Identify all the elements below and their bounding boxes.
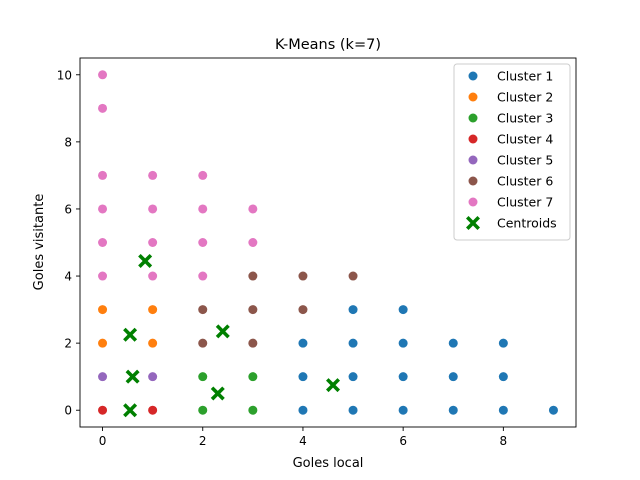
legend-box xyxy=(453,63,571,241)
cluster-5-point xyxy=(98,372,108,382)
legend-marker xyxy=(468,71,478,81)
cluster-2-point xyxy=(148,305,158,315)
cluster-1-point xyxy=(448,338,458,348)
cluster-6-point xyxy=(248,338,258,348)
y-tick-label: 0 xyxy=(64,404,72,418)
cluster-6-point xyxy=(198,305,208,315)
cluster-3-point xyxy=(198,372,208,382)
legend-marker xyxy=(468,92,478,102)
cluster-6-point xyxy=(348,271,358,281)
plot-frame xyxy=(79,57,577,428)
cluster-7-point xyxy=(198,271,208,281)
cluster-4-point xyxy=(98,405,108,415)
legend-label: Cluster 7 xyxy=(497,195,553,210)
cluster-7-point xyxy=(198,170,208,180)
chart-title: K-Means (k=7) xyxy=(275,37,381,53)
centroid-marker xyxy=(123,327,138,342)
legend-label: Cluster 3 xyxy=(497,111,553,126)
cluster-1-point xyxy=(348,372,358,382)
legend-marker xyxy=(468,197,478,207)
axes: 0 2 4 6 8 0 2 4 6 8 10 xyxy=(57,57,577,448)
cluster-1-point xyxy=(298,405,308,415)
cluster-6-point xyxy=(248,305,258,315)
legend-label: Cluster 6 xyxy=(497,174,553,189)
legend-label: Centroids xyxy=(497,216,557,231)
cluster-3-point xyxy=(198,405,208,415)
cluster-1-point xyxy=(398,405,408,415)
cluster-1-point xyxy=(398,338,408,348)
legend-label: Cluster 1 xyxy=(497,69,553,84)
cluster-7-point xyxy=(198,238,208,247)
cluster-1-point xyxy=(498,372,508,382)
y-tick-label: 6 xyxy=(64,202,72,216)
legend-marker xyxy=(468,134,478,144)
x-axis-label: Goles local xyxy=(293,456,364,471)
cluster-7-point xyxy=(98,238,108,247)
y-axis-label: Goles visitante xyxy=(32,194,47,291)
cluster-3-point xyxy=(248,372,258,382)
y-tick-label: 2 xyxy=(64,337,72,351)
x-tick-label: 6 xyxy=(399,434,407,448)
cluster-2-point xyxy=(148,338,158,348)
cluster-1-point xyxy=(448,405,458,415)
legend-label: Cluster 2 xyxy=(497,90,553,105)
cluster-1-point xyxy=(398,305,408,315)
legend-label: Cluster 5 xyxy=(497,153,553,168)
centroid-marker xyxy=(123,403,138,418)
y-tick-label: 8 xyxy=(64,135,72,149)
cluster-2-point xyxy=(98,305,108,315)
centroid-marker xyxy=(125,369,140,384)
cluster-6-point xyxy=(298,271,308,281)
cluster-7-point xyxy=(248,204,258,214)
legend-marker xyxy=(468,113,478,123)
cluster-7-point xyxy=(148,204,158,214)
legend-marker xyxy=(468,176,478,186)
x-tick-label: 4 xyxy=(299,434,307,448)
cluster-1-point xyxy=(548,405,558,415)
cluster-6-point xyxy=(248,271,258,281)
cluster-1-point xyxy=(348,405,358,415)
cluster-6-point xyxy=(198,338,208,348)
cluster-1-point xyxy=(348,338,358,348)
cluster-1-point xyxy=(298,338,308,348)
x-tick-label: 0 xyxy=(99,434,107,448)
cluster-7-point xyxy=(248,238,258,247)
cluster-7-point xyxy=(148,170,158,180)
cluster-7-point xyxy=(148,271,158,281)
legend-marker xyxy=(466,216,480,230)
data-points xyxy=(98,70,558,418)
centroid-marker xyxy=(326,378,341,393)
cluster-1-point xyxy=(498,338,508,348)
cluster-7-point xyxy=(98,103,108,113)
legend-label: Cluster 4 xyxy=(497,132,553,147)
y-tick-label: 10 xyxy=(57,68,72,82)
y-tick-label: 4 xyxy=(64,270,72,284)
cluster-7-point xyxy=(98,271,108,281)
cluster-1-point xyxy=(348,305,358,315)
x-tick-label: 2 xyxy=(199,434,207,448)
cluster-1-point xyxy=(298,372,308,382)
cluster-7-point xyxy=(98,204,108,214)
legend-marker xyxy=(468,155,478,165)
cluster-1-point xyxy=(398,372,408,382)
cluster-2-point xyxy=(98,338,108,348)
cluster-1-point xyxy=(498,405,508,415)
cluster-7-point xyxy=(98,170,108,180)
cluster-7-point xyxy=(198,204,208,214)
cluster-6-point xyxy=(298,305,308,315)
centroid-marker xyxy=(215,324,230,339)
cluster-4-point xyxy=(148,405,158,415)
cluster-7-point xyxy=(148,238,158,247)
cluster-1-point xyxy=(448,372,458,382)
x-tick-label: 8 xyxy=(500,434,508,448)
cluster-5-point xyxy=(148,372,158,382)
cluster-7-point xyxy=(98,70,108,80)
centroid-marker xyxy=(210,386,225,401)
centroid-marker xyxy=(138,253,153,268)
cluster-3-point xyxy=(248,405,258,415)
legend: Cluster 1 Cluster 2 Cluster 3 Cluster 4 Clus… xyxy=(453,63,571,241)
